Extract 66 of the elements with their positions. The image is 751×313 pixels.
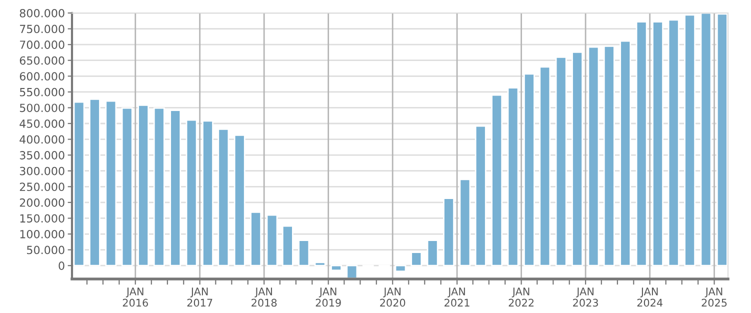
bar [105, 100, 117, 266]
y-tick-label: 600.000 [20, 72, 64, 81]
y-tick-label: 50.000 [27, 246, 64, 254]
y-tick-label: 400.000 [20, 135, 64, 144]
x-tick-label: JAN 2019 [316, 288, 341, 307]
bar [282, 225, 294, 266]
bar [474, 125, 486, 266]
bar [346, 264, 358, 279]
y-tick-label: 550.000 [20, 88, 64, 96]
y-tick-label: 800.000 [20, 8, 64, 18]
y-tick-label: 0 [58, 262, 64, 270]
bar [426, 240, 438, 266]
y-tick-label: 350.000 [20, 151, 64, 160]
bar [507, 87, 519, 266]
bar [410, 252, 422, 266]
bar [234, 134, 246, 266]
bar [443, 198, 454, 266]
x-tick-label: JAN 2020 [380, 288, 406, 307]
bar [394, 264, 406, 272]
x-tick-label: JAN 2025 [702, 288, 727, 307]
bar [250, 212, 262, 266]
y-tick-label: 250.000 [20, 182, 64, 192]
bar [138, 104, 150, 266]
bar [652, 21, 664, 266]
bar [459, 178, 471, 266]
bar [572, 51, 584, 266]
y-tick-label: 100.000 [20, 230, 64, 238]
x-tick-label: JAN 2016 [122, 288, 148, 307]
bar [636, 21, 648, 266]
x-tick-label: JAN 2022 [508, 288, 534, 307]
x-tick-label: JAN 2018 [252, 288, 277, 307]
bar [620, 40, 632, 266]
bar [218, 128, 230, 266]
bar [202, 120, 214, 266]
y-tick-label: 650.000 [20, 56, 64, 65]
y-tick-label: 200.000 [20, 198, 64, 207]
bar [555, 56, 567, 266]
bar [524, 73, 535, 266]
y-tick-label: 750.000 [20, 24, 64, 34]
bar [73, 101, 85, 266]
bar [266, 214, 278, 266]
x-tick-label: JAN 2017 [187, 288, 212, 307]
bar [700, 13, 712, 266]
bar [588, 46, 600, 266]
y-tick-label: 500.000 [20, 104, 64, 112]
bar [330, 264, 342, 272]
bar [186, 119, 198, 266]
y-tick-label: 300.000 [20, 166, 64, 176]
x-tick-label: JAN 2021 [444, 288, 470, 307]
bar [716, 13, 728, 266]
bar [121, 107, 133, 266]
bar [603, 45, 615, 266]
y-tick-label: 450.000 [20, 119, 64, 128]
x-tick-label: JAN 2023 [573, 288, 598, 307]
bar [684, 14, 696, 266]
bar [539, 66, 551, 266]
x-tick-label: JAN 2024 [637, 288, 662, 307]
bar [170, 110, 182, 266]
bar [298, 240, 310, 266]
bar [88, 98, 100, 266]
y-tick-label: 150.000 [20, 214, 64, 223]
bar [668, 19, 680, 266]
bar [153, 107, 165, 266]
bar [491, 94, 503, 266]
bar [314, 262, 326, 266]
y-tick-label: 700.000 [20, 40, 64, 49]
